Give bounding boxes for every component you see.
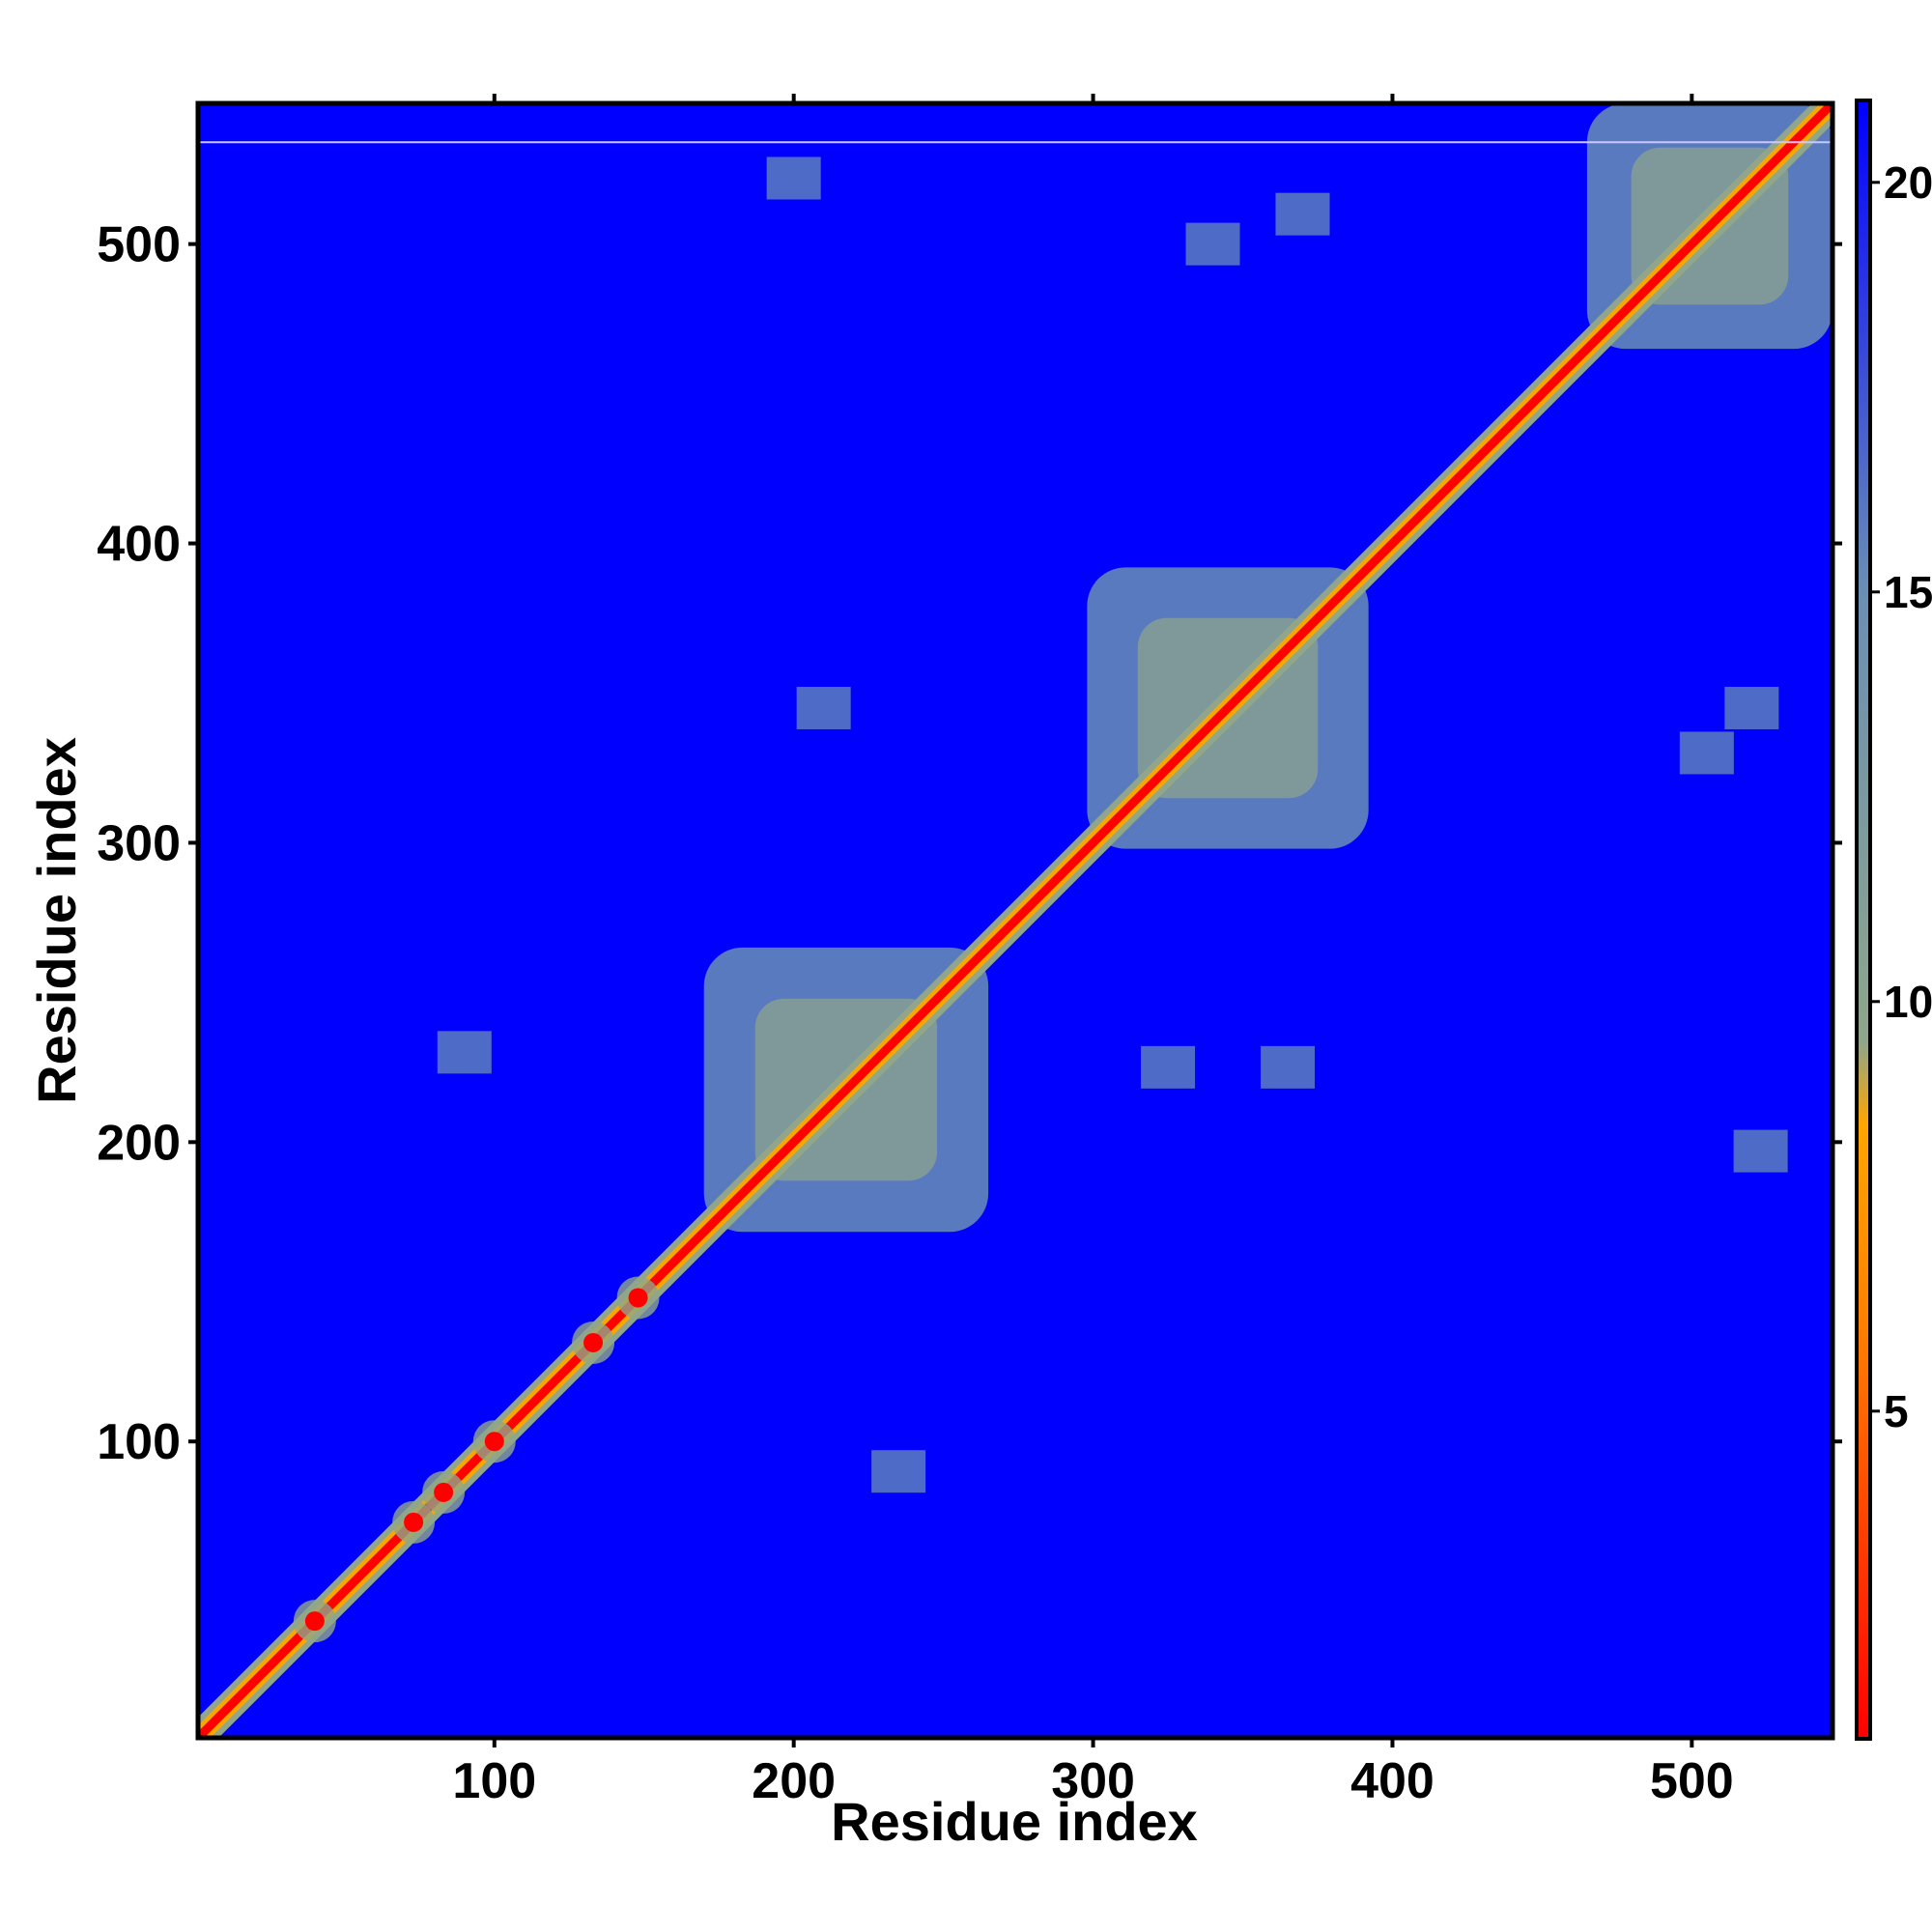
contact-patch [1724,686,1779,729]
x-axis-title: Residue index [831,1791,1198,1852]
diagonal-blob-core [434,1482,454,1502]
axes: 100 200 300 400 500 100 200 300 400 500 [97,94,1842,1809]
heatmap-area [198,103,1833,1738]
colorbar-tick-label: 15 [1884,567,1932,617]
contact-patch [766,156,821,200]
y-tick-label: 400 [97,517,181,573]
y-tick-label: 300 [97,815,181,871]
y-tick-label: 100 [97,1414,181,1470]
x-tick-label: 100 [452,1753,536,1809]
contact-patch [1733,1129,1788,1173]
contact-patch [1261,1045,1315,1089]
contact-patch [796,686,851,729]
y-tick-label: 500 [97,217,181,273]
x-tick-label: 500 [1650,1753,1734,1809]
x-tick-label: 300 [1051,1753,1135,1809]
colorbar-gradient [1855,99,1872,1741]
contact-patch [871,1450,926,1493]
colorbar-tick-label: 5 [1884,1386,1909,1436]
contact-patch [1275,192,1330,236]
diagonal-blob-core [404,1512,424,1532]
contact-patch [1185,222,1240,266]
diagonal-line [198,103,1833,1738]
diagonal-blob-core [583,1332,604,1352]
y-axis-title: Residue index [26,737,87,1104]
contact-patch [1679,731,1734,775]
colorbar: 5 10 15 20 [1855,99,1932,1741]
colorbar-tick-label: 10 [1884,977,1932,1027]
contact-patch [1141,1045,1196,1089]
diagonal-blob-core [484,1432,504,1452]
y-tick-label: 200 [97,1115,181,1171]
diagonal-blob-core [628,1288,648,1308]
diagonal-blob-core [304,1611,325,1632]
x-tick-label: 400 [1350,1753,1435,1809]
colorbar-tick-label: 20 [1884,157,1932,208]
x-tick-label: 200 [752,1753,836,1809]
plot-frame [195,100,1835,1741]
contact-patch [437,1031,492,1074]
